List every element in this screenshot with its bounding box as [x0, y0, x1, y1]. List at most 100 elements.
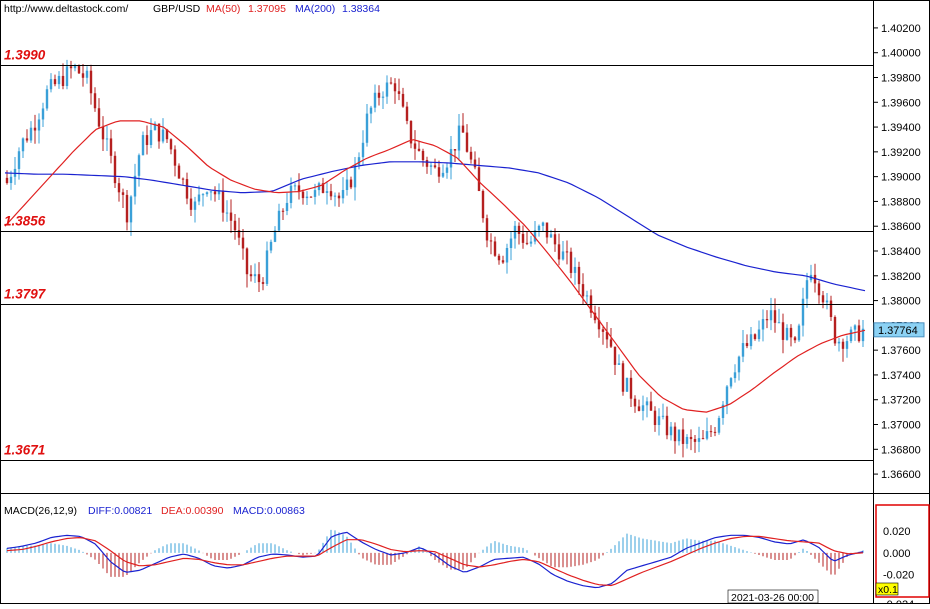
candle-body: [645, 401, 649, 406]
level-label: 1.3856: [4, 214, 46, 229]
candle-body: [857, 325, 861, 342]
candle-body: [489, 240, 493, 242]
candle-body: [537, 225, 541, 231]
site-url[interactable]: http://www.deltastock.com/: [4, 3, 128, 15]
candle-body: [69, 66, 73, 69]
candle-body: [225, 212, 229, 214]
candle-body: [37, 119, 41, 131]
candle-body: [813, 274, 817, 284]
candle-body: [409, 120, 413, 144]
candle-body: [721, 404, 725, 419]
candle-body: [369, 107, 373, 114]
candle-body: [701, 438, 705, 440]
candle-body: [693, 439, 697, 442]
candle-body: [841, 341, 845, 349]
candle-body: [625, 377, 629, 392]
candle-body: [73, 65, 77, 69]
price-tick-label: 1.38200: [881, 271, 921, 283]
candle-body: [93, 93, 97, 109]
candle-body: [669, 426, 673, 436]
price-tick-label: 1.37200: [881, 395, 921, 407]
candle-body: [573, 266, 577, 273]
candle-body: [581, 284, 585, 297]
candle-body: [817, 283, 821, 296]
candle-body: [389, 82, 393, 84]
candle-body: [157, 123, 161, 142]
candle-body: [333, 195, 337, 197]
candle-body: [133, 175, 137, 197]
candle-body: [657, 416, 661, 426]
candle-body: [689, 436, 693, 440]
candle-body: [473, 159, 477, 168]
candle-body: [585, 295, 589, 297]
candle-body: [553, 234, 557, 245]
candle-body: [329, 191, 333, 197]
candle-body: [637, 406, 641, 411]
candle-body: [365, 113, 369, 143]
candle-body: [633, 398, 637, 407]
candle-body: [181, 178, 185, 180]
macd-tick-label: -0.024: [883, 599, 914, 604]
candle-body: [861, 328, 865, 342]
candle-body: [849, 329, 853, 342]
candle-body: [753, 334, 757, 340]
price-tick-label: 1.39200: [881, 147, 921, 159]
candle-body: [641, 405, 645, 411]
candle-body: [801, 298, 805, 326]
candle-body: [765, 319, 769, 321]
candle-body: [165, 129, 169, 140]
ma200-label: MA(200): [295, 3, 335, 15]
candle-body: [761, 319, 765, 330]
candle-body: [29, 127, 33, 141]
candle-body: [577, 266, 581, 285]
candle-body: [777, 322, 781, 324]
candle-body: [833, 317, 837, 344]
candle-body: [549, 234, 553, 238]
candle-body: [401, 93, 405, 107]
candle-body: [213, 191, 217, 195]
candle-body: [425, 160, 429, 167]
symbol-label: GBP/USD: [153, 3, 201, 15]
candle-body: [101, 126, 105, 140]
candle-body: [433, 165, 437, 168]
macd-diff: DIFF:0.00821: [88, 505, 152, 517]
candle-body: [629, 377, 633, 399]
candle-body: [429, 165, 433, 167]
macd-title: MACD(26,12,9): [4, 505, 77, 517]
candle-body: [441, 172, 445, 177]
candle-body: [393, 83, 397, 92]
candle-body: [345, 179, 349, 190]
candle-body: [57, 75, 61, 85]
candle-body: [17, 151, 21, 169]
candle-body: [681, 429, 685, 444]
candle-body: [177, 165, 181, 179]
candle-body: [249, 274, 253, 277]
macd-dea: DEA:0.00390: [161, 505, 224, 517]
candle-body: [437, 167, 441, 177]
candle-body: [209, 191, 213, 193]
price-tick-label: 1.36800: [881, 444, 921, 456]
zoom-badge[interactable]: [875, 582, 899, 596]
candle-body: [357, 157, 361, 165]
candle-body: [361, 142, 365, 158]
candle-body: [853, 325, 857, 330]
candle-body: [521, 233, 525, 243]
candle-body: [733, 372, 737, 379]
candle-body: [445, 167, 449, 173]
candle-body: [517, 225, 521, 234]
candle-body: [229, 212, 233, 221]
candle-body: [61, 75, 65, 86]
level-label: 1.3990: [4, 48, 46, 63]
candle-body: [497, 255, 501, 261]
candle-body: [569, 251, 573, 273]
candle-body: [769, 310, 773, 321]
price-tick-label: 1.39000: [881, 172, 921, 184]
candle-body: [5, 177, 9, 184]
price-tick-label: 1.40000: [881, 48, 921, 60]
level-label: 1.3797: [4, 287, 47, 302]
candle-body: [81, 73, 85, 78]
candle-body: [557, 244, 561, 260]
candle-body: [89, 70, 93, 94]
candle-body: [397, 91, 401, 94]
